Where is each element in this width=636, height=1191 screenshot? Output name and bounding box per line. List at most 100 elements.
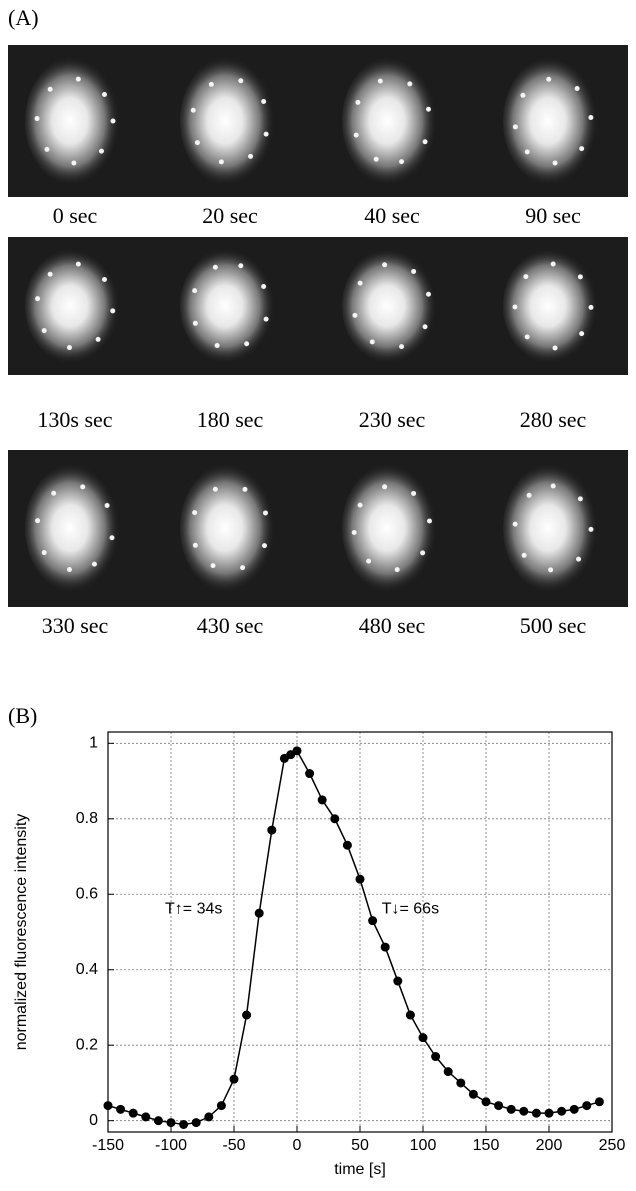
- y-axis-label: normalized fluorescence intensity: [13, 814, 30, 1051]
- cell-spot: [66, 567, 72, 573]
- cell-spot: [579, 146, 585, 152]
- cell-spot: [394, 567, 400, 573]
- data-point: [582, 1101, 592, 1111]
- data-point: [431, 1052, 441, 1062]
- frame-caption: 130s sec: [37, 407, 112, 432]
- data-point: [468, 1089, 478, 1099]
- cell-spot: [44, 146, 50, 152]
- cell-spot: [51, 490, 57, 496]
- data-point: [179, 1119, 189, 1129]
- cell-spot: [190, 107, 196, 113]
- frame-caption: 480 sec: [359, 613, 426, 638]
- y-tick-label: 0.2: [76, 1036, 98, 1053]
- data-point: [342, 840, 352, 850]
- cell-spot: [577, 274, 583, 280]
- data-point: [531, 1108, 541, 1118]
- cell-spot: [192, 542, 198, 548]
- cell-spot: [526, 492, 532, 498]
- x-tick-label: 200: [536, 1137, 563, 1154]
- cell-spot: [520, 92, 526, 98]
- y-tick-label: 0.8: [76, 810, 98, 827]
- cell-spot: [420, 550, 426, 556]
- data-point: [317, 795, 327, 805]
- cell-spot: [101, 276, 107, 282]
- cell-spot: [425, 291, 431, 297]
- cell-spot: [110, 118, 116, 124]
- cell-spot: [548, 567, 554, 573]
- data-point: [380, 942, 390, 952]
- cell-spot: [369, 339, 375, 345]
- x-axis-label: time [s]: [334, 1161, 386, 1178]
- cell-image: [180, 56, 280, 186]
- data-point: [141, 1112, 151, 1122]
- cell-spot: [214, 343, 220, 349]
- cell-image: [342, 248, 442, 364]
- cell-spot: [47, 271, 53, 277]
- annotation: T↑= 34s: [165, 901, 222, 918]
- x-tick-label: 0: [293, 1137, 302, 1154]
- data-point: [204, 1112, 214, 1122]
- cell-spot: [524, 334, 530, 340]
- cell-spot: [95, 336, 101, 342]
- cell-spot: [261, 98, 267, 104]
- data-point: [292, 746, 302, 756]
- cell-spot: [382, 262, 388, 268]
- cell-spot: [212, 486, 218, 492]
- frame-caption: 180 sec: [197, 407, 264, 432]
- cell-spot: [382, 484, 388, 490]
- cell-spot: [552, 345, 558, 351]
- cell-spot: [35, 518, 41, 524]
- frame-caption: 430 sec: [197, 613, 264, 638]
- x-tick-label: -50: [222, 1137, 245, 1154]
- cell-image: [25, 463, 125, 593]
- data-point: [242, 1010, 252, 1020]
- cell-spot: [353, 132, 359, 138]
- y-tick-label: 0: [89, 1112, 98, 1129]
- cell-spot: [101, 91, 107, 97]
- cell-spot: [355, 99, 361, 105]
- cell-spot: [109, 535, 115, 541]
- y-tick-label: 0.6: [76, 885, 98, 902]
- cell-spot: [523, 274, 529, 280]
- cell-spot: [377, 78, 383, 84]
- x-tick-label: 100: [410, 1137, 437, 1154]
- cell-spot: [104, 502, 110, 508]
- cell-spot: [422, 139, 428, 145]
- data-point: [128, 1108, 138, 1118]
- cell-spot: [422, 324, 428, 330]
- cell-spot: [262, 510, 268, 516]
- cell-spot: [192, 510, 198, 516]
- x-tick-label: 150: [473, 1137, 500, 1154]
- cell-spot: [588, 304, 594, 310]
- annotation: T↓= 66s: [382, 901, 439, 918]
- cell-spot: [47, 86, 53, 92]
- cell-spot: [357, 280, 363, 286]
- cell-spot: [71, 160, 77, 166]
- data-point: [305, 769, 315, 779]
- cell-image: [180, 248, 280, 364]
- cell-spot: [576, 556, 582, 562]
- cell-spot: [512, 304, 518, 310]
- data-point: [330, 814, 340, 824]
- cell-spot: [524, 149, 530, 155]
- cell-spot: [110, 308, 116, 314]
- data-point: [153, 1116, 163, 1126]
- cell-spot: [212, 264, 218, 270]
- cell-spot: [512, 521, 518, 527]
- cell-image: [342, 463, 442, 593]
- cell-spot: [577, 496, 583, 502]
- data-point: [456, 1078, 466, 1088]
- cell-spot: [192, 320, 198, 326]
- cell-spot: [411, 490, 417, 496]
- cell-spot: [550, 261, 556, 267]
- cell-image: [342, 56, 442, 186]
- cell-spot: [208, 81, 214, 87]
- data-point: [229, 1074, 239, 1084]
- cell-spot: [263, 131, 269, 137]
- cell-image: [180, 463, 280, 593]
- panel-label: (A): [8, 5, 39, 30]
- data-point: [418, 1033, 428, 1043]
- cell-spot: [351, 530, 357, 536]
- data-point: [103, 1101, 113, 1111]
